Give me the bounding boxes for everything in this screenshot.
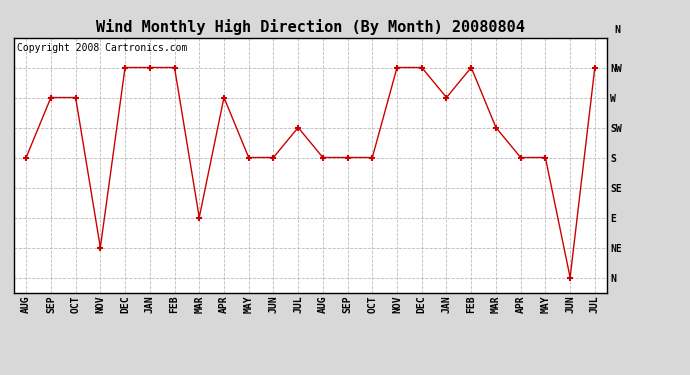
Title: Wind Monthly High Direction (By Month) 20080804: Wind Monthly High Direction (By Month) 2…: [96, 19, 525, 35]
Text: N: N: [614, 25, 620, 35]
Text: Copyright 2008 Cartronics.com: Copyright 2008 Cartronics.com: [17, 43, 187, 52]
